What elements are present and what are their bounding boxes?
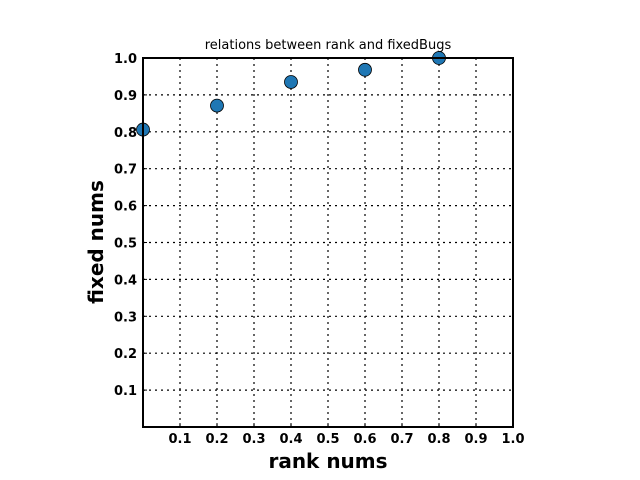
y-tick-label: 0.6: [114, 200, 137, 215]
x-tick-label: 0.9: [464, 432, 487, 447]
data-point: [284, 75, 298, 89]
x-tick-label: 1.0: [501, 432, 524, 447]
x-tick-label: 0.1: [168, 432, 191, 447]
y-tick-label: 0.3: [114, 310, 137, 325]
x-tick-label: 0.7: [390, 432, 413, 447]
data-point: [210, 98, 224, 113]
x-axis-ticks: 0.1 0.2 0.3 0.4 0.5 0.6 0.7 0.8 0.9 1.0: [168, 423, 525, 447]
x-tick-label: 0.2: [205, 432, 228, 447]
y-tick-label: 0.9: [114, 89, 137, 104]
y-tick-label: 0.1: [114, 384, 137, 399]
x-axis-label: rank nums: [268, 449, 387, 473]
y-tick-label: 0.7: [114, 163, 137, 178]
grid-lines: [143, 58, 513, 427]
x-tick-label: 0.6: [353, 432, 376, 447]
y-tick-label: 0.2: [114, 347, 137, 362]
y-tick-label: 1.0: [114, 52, 137, 67]
x-tick-label: 0.4: [279, 432, 302, 447]
y-axis-label: fixed nums: [84, 180, 108, 304]
x-tick-label: 0.5: [316, 432, 339, 447]
data-point: [358, 62, 372, 77]
y-tick-label: 0.4: [114, 273, 137, 288]
y-axis-ticks: 0.1 0.2 0.3 0.4 0.5 0.6 0.7 0.8 0.9 1.0: [114, 52, 147, 399]
y-tick-label: 0.5: [114, 237, 137, 252]
y-tick-label: 0.8: [114, 126, 137, 141]
x-tick-label: 0.8: [427, 432, 450, 447]
chart-title: relations between rank and fixedBugs: [205, 38, 452, 53]
plot-frame: [142, 57, 514, 428]
x-tick-label: 0.3: [242, 432, 265, 447]
